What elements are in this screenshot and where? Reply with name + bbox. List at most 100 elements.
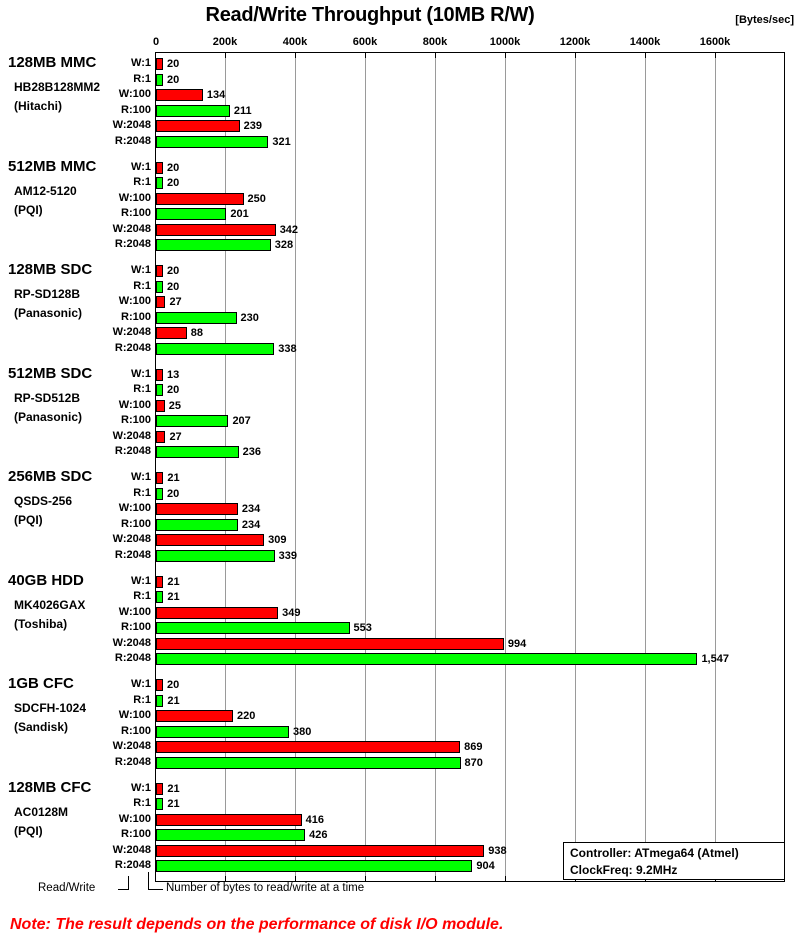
x-tickmark-top (505, 53, 506, 58)
row-label: R:1 (133, 279, 151, 292)
bar-value-label: 27 (169, 296, 182, 308)
x-tick-label: 1200k (559, 36, 591, 48)
bar-value-label: 380 (293, 725, 312, 738)
row-label: W:1 (131, 264, 151, 276)
bar-value-label: 250 (247, 192, 266, 205)
group-model: RP-SD512B (14, 390, 81, 405)
row-label: R:100 (121, 207, 151, 219)
x-tick-label: 200k (212, 36, 238, 48)
bar-value-label: 239 (243, 120, 262, 132)
bar-read (156, 177, 163, 189)
bar-value-label: 553 (353, 622, 372, 634)
bar-value-label: 27 (169, 430, 182, 443)
row-label: R:1 (133, 693, 151, 706)
bar-write (156, 637, 504, 650)
group-model: RP-SD128B (14, 287, 81, 301)
group-model: SDCFH-1024 (14, 701, 87, 715)
bar-read (156, 518, 238, 531)
row-label: W:2048 (112, 326, 151, 338)
group-title: 128MB CFC (8, 778, 92, 796)
x-tickmark-top (715, 53, 716, 58)
gridline (645, 53, 646, 881)
bar-write (156, 503, 238, 515)
group-title: 256MB SDC (8, 468, 93, 485)
row-label: W:100 (118, 191, 151, 204)
row-label: R:2048 (114, 134, 151, 147)
bar-write (156, 58, 163, 70)
row-label: R:1 (133, 486, 151, 499)
row-label: W:100 (118, 88, 151, 100)
group-model: AM12-5120 (14, 183, 77, 198)
bar-read (156, 446, 239, 458)
group-title: 1GB CFC (8, 675, 74, 692)
bar-write (156, 430, 166, 443)
bar-read (156, 487, 163, 500)
bar-value-label: 21 (167, 694, 180, 707)
row-label: R:2048 (114, 859, 151, 871)
x-tick-label: 1600k (699, 36, 731, 48)
row-label: R:100 (121, 310, 151, 323)
group-model: AC0128M (14, 804, 69, 819)
row-label: R:100 (121, 724, 151, 737)
group-title: 40GB HDD (8, 571, 84, 589)
bar-write (156, 534, 265, 546)
row-label: R:100 (121, 103, 151, 116)
row-label: W:1 (131, 781, 151, 794)
row-label: W:2048 (112, 119, 151, 131)
group-model: MK4026GAX (14, 597, 86, 612)
x-tickmark-top (295, 53, 296, 58)
group-model: HB28B128MM2 (14, 80, 101, 94)
x-tickmark-bottom (505, 876, 506, 881)
bar-value-label: 234 (241, 518, 261, 531)
x-axis-tick-labels: 0 200k 400k 600k 800k 1000k 1200k 1400k 1600k (153, 36, 785, 52)
bar-value-label: 938 (488, 844, 507, 857)
row-label: W:1 (131, 367, 151, 380)
bar-read (156, 725, 289, 738)
footer-note: Note: The result depends on the performa… (10, 916, 504, 933)
row-label: W:1 (131, 471, 151, 483)
row-label: R:1 (133, 590, 151, 602)
bar-value-label: 20 (167, 487, 180, 500)
bar-value-label: 13 (167, 368, 180, 381)
units-label: [Bytes/sec] (735, 14, 794, 26)
bar-write (156, 710, 233, 722)
bar-write (156, 399, 165, 412)
bar-value-label: 309 (268, 534, 287, 546)
gridline (365, 53, 366, 881)
bar-read (156, 239, 271, 251)
bracket-rw-vertical (128, 876, 129, 890)
group-vendor: (PQI) (14, 202, 43, 217)
bar-write (156, 472, 164, 484)
bar-write (156, 296, 166, 308)
bar-write (156, 813, 302, 826)
bar-write (156, 161, 163, 174)
x-tickmark-top (435, 53, 436, 58)
bar-read (156, 860, 473, 872)
bar-write (156, 782, 164, 795)
bar-value-label: 994 (507, 637, 527, 650)
bar-value-label: 134 (206, 89, 226, 101)
row-label: W:1 (131, 678, 151, 690)
bar-read (156, 829, 306, 841)
bar-write (156, 192, 244, 205)
bar-value-label: 339 (278, 549, 297, 562)
row-label: R:1 (133, 176, 151, 188)
bar-value-label: 20 (167, 679, 180, 691)
bar-write (156, 741, 461, 753)
bar-value-label: 201 (230, 208, 249, 220)
gridline (505, 53, 506, 881)
row-label: W:2048 (112, 222, 151, 235)
group-title: 512MB MMC (8, 157, 97, 175)
row-label: R:1 (133, 72, 151, 85)
chart-title: Read/Write Throughput (10MB R/W) (205, 4, 535, 26)
bar-value-label: 234 (241, 503, 261, 515)
x-tickmark-bottom (435, 876, 436, 881)
x-tickmark-bottom (365, 876, 366, 881)
row-label: R:1 (133, 383, 151, 395)
bar-read (156, 756, 461, 769)
bar-value-label: 20 (167, 161, 180, 174)
gridline (715, 53, 716, 881)
bar-read (156, 280, 163, 293)
row-label: W:100 (118, 295, 151, 307)
group-title: 128MB SDC (8, 261, 93, 278)
